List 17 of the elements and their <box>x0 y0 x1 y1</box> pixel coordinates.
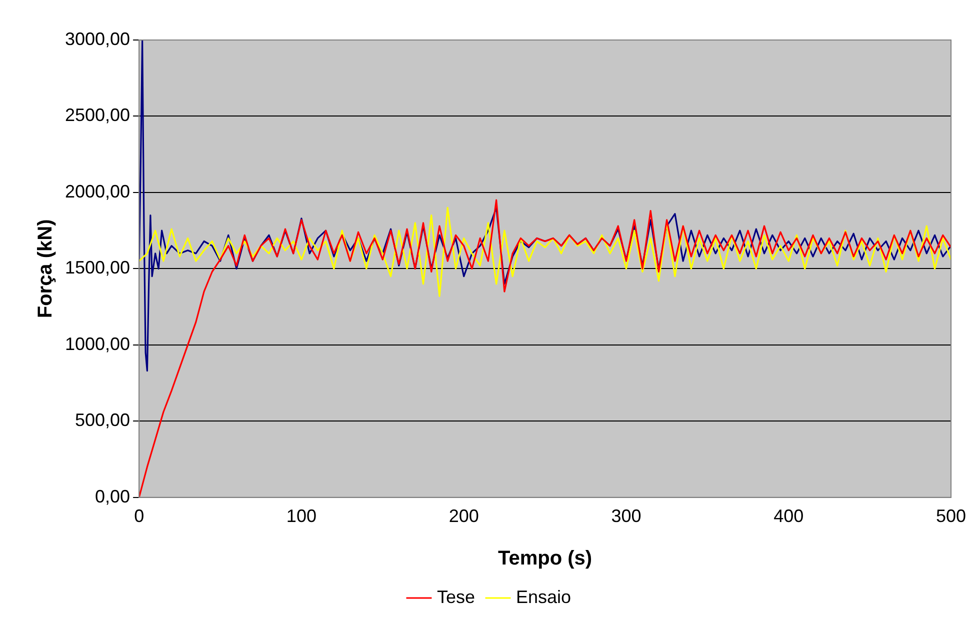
x-tick-label: 500 <box>936 506 966 526</box>
x-tick-label: 100 <box>286 506 316 526</box>
y-tick-label: 1000,00 <box>64 334 130 354</box>
x-tick-label: 400 <box>774 506 804 526</box>
x-tick-label: 200 <box>448 506 479 526</box>
x-tick-label: 300 <box>611 506 642 526</box>
y-tick-label: 500,00 <box>75 410 130 430</box>
x-tick-label: 0 <box>134 506 144 526</box>
y-tick-label: 2000,00 <box>64 181 130 202</box>
y-tick-label: 2500,00 <box>64 105 130 126</box>
y-tick-label: 1500,00 <box>64 258 130 278</box>
y-tick-label: 0,00 <box>95 486 130 506</box>
y-axis-title: Força (kN) <box>34 219 57 318</box>
y-tick-label: 3000,00 <box>64 28 130 49</box>
legend-label: Tese <box>436 586 475 607</box>
x-axis-title: Tempo (s) <box>498 548 592 570</box>
legend-label: Ensaio <box>516 586 572 607</box>
